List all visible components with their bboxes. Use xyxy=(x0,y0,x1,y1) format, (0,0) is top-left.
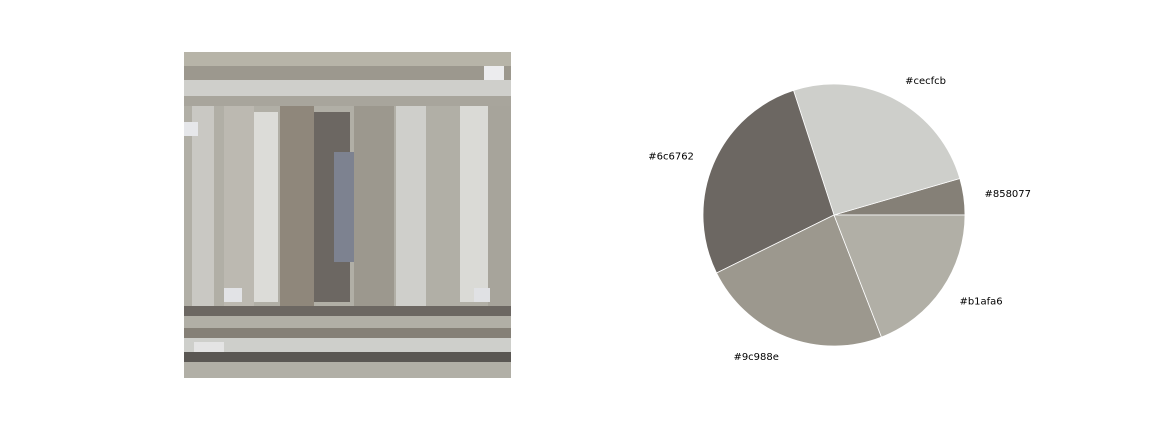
color-source-image xyxy=(184,52,511,378)
pie-slice xyxy=(716,214,882,347)
pixelated-photo xyxy=(184,52,511,378)
pie-slice-label: #9c988e xyxy=(733,352,778,363)
pie-slice xyxy=(833,214,966,338)
pie-chart-svg: #858077 #cecfcb #6c6762 #9c988e #b1afa6 xyxy=(648,76,1031,363)
pie-slice-label: #858077 xyxy=(984,189,1031,200)
pie-slice xyxy=(793,83,961,216)
pie-slice-label: #cecfcb xyxy=(905,76,946,87)
pie-slice-label: #b1afa6 xyxy=(959,296,1002,307)
pie-slice xyxy=(702,89,835,274)
pie-chart: #858077 #cecfcb #6c6762 #9c988e #b1afa6 xyxy=(600,40,1100,400)
pie-slice-label: #6c6762 xyxy=(648,151,694,162)
